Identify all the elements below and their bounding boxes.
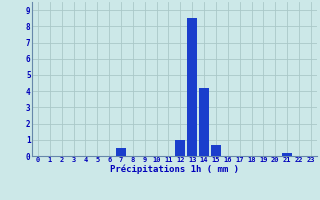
Bar [187,18,197,156]
Bar [175,140,185,156]
X-axis label: Précipitations 1h ( mm ): Précipitations 1h ( mm ) [110,164,239,174]
Bar [116,148,126,156]
Bar [282,153,292,156]
Bar [211,145,221,156]
Bar [199,88,209,156]
